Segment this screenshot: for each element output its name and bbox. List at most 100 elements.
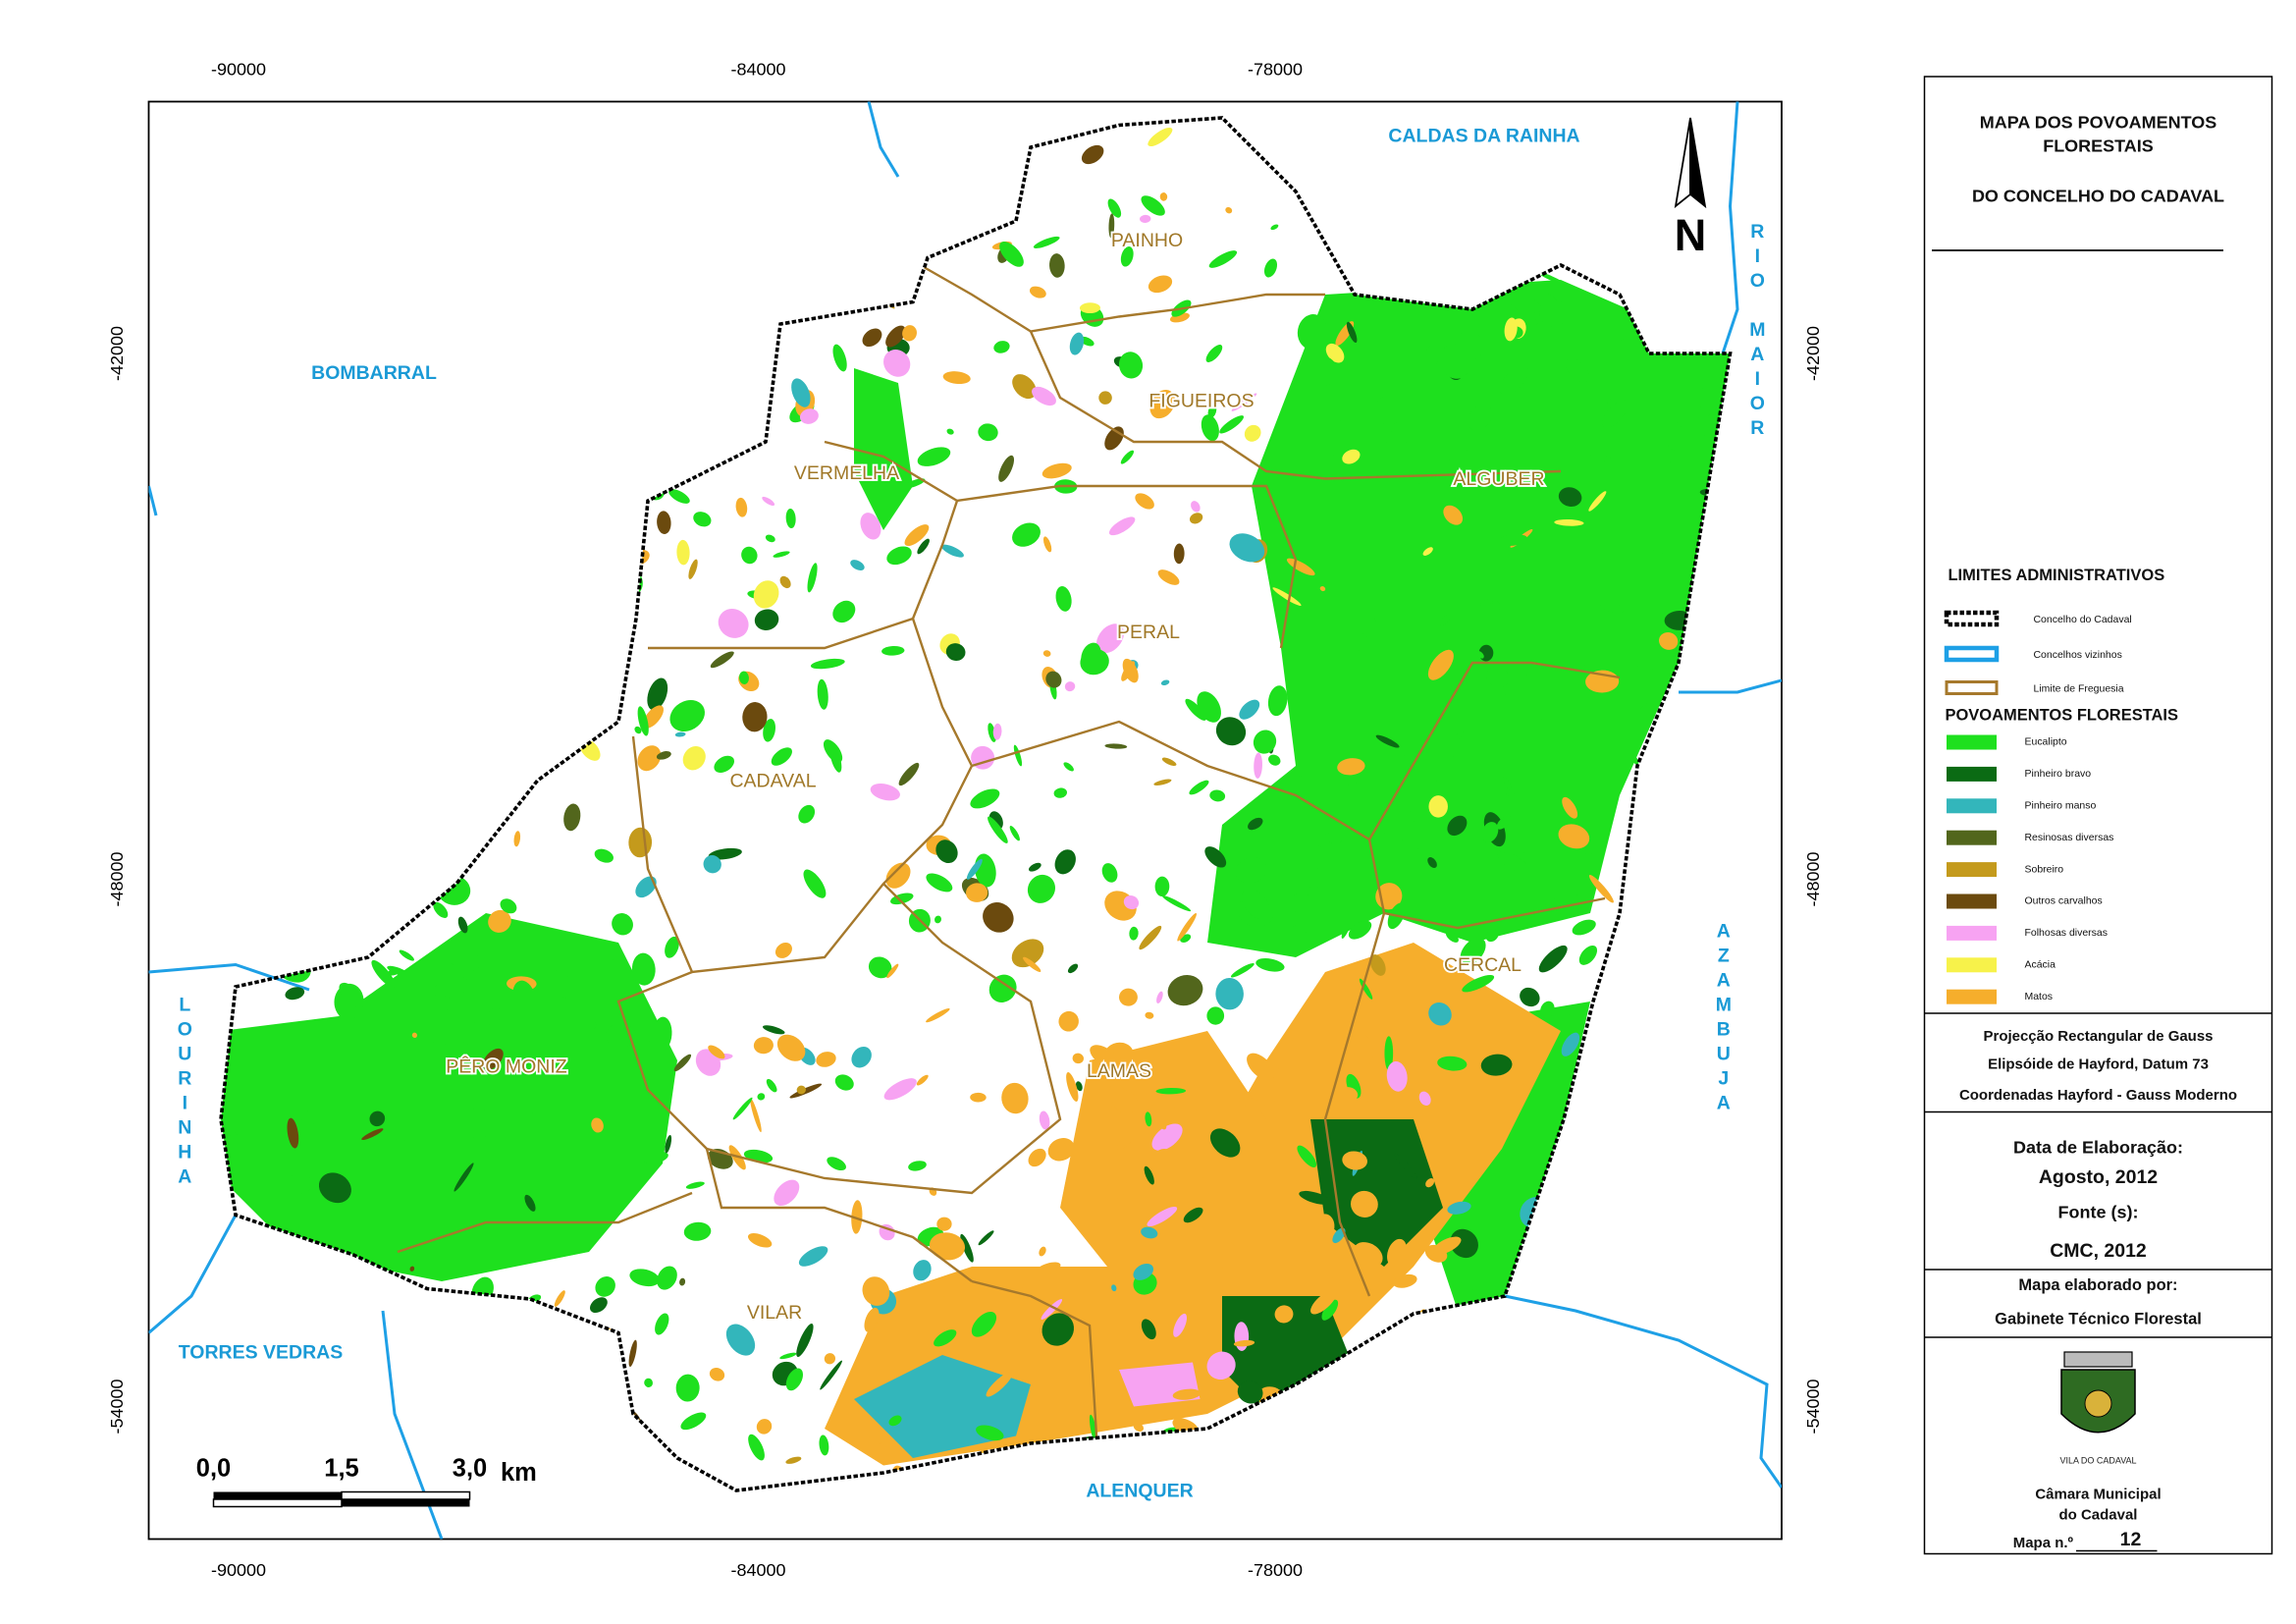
parish-boundary — [919, 263, 1326, 333]
forest-patch — [1248, 817, 1263, 831]
forest-patch — [1447, 1201, 1471, 1215]
forest-patch — [748, 1434, 765, 1461]
forest-patch — [513, 831, 521, 847]
forest-patch — [409, 1266, 415, 1272]
forest-patch — [676, 539, 690, 566]
legend-label: Outros carvalhos — [2024, 896, 2102, 907]
forest-patch — [1013, 744, 1023, 767]
forest-patch — [735, 497, 748, 517]
forest-patch — [753, 1037, 774, 1055]
forest-patch — [741, 546, 758, 565]
forest-patch — [318, 1172, 351, 1204]
forest-patch — [457, 916, 468, 934]
forest-patch — [612, 913, 633, 936]
forest-patch — [1244, 424, 1261, 442]
forest-patch — [1427, 857, 1437, 869]
forest-patch — [750, 1098, 762, 1133]
forest-patch — [1231, 393, 1257, 411]
forest-patch — [637, 706, 649, 736]
y-coordinate-label: -42000 — [107, 326, 127, 381]
forest-patch — [1189, 780, 1209, 795]
forest-patch — [1552, 880, 1579, 903]
forest-patch — [1111, 1284, 1117, 1292]
forest-patch — [898, 762, 920, 786]
forest-patch — [942, 371, 971, 385]
forest-patch — [1353, 1033, 1373, 1067]
forest-patch — [1499, 848, 1526, 856]
forest-patch — [1583, 455, 1605, 477]
parish-label: CADAVAL — [729, 771, 816, 792]
forest-patch — [1394, 1153, 1417, 1179]
forest-patch — [798, 1246, 828, 1267]
parish-boundary — [1367, 839, 1606, 930]
forest-patch — [1588, 875, 1614, 903]
forest-patch — [1145, 1011, 1154, 1019]
forest-patch — [433, 983, 449, 998]
forest-patch — [916, 1074, 929, 1086]
forest-patch — [1425, 1178, 1435, 1188]
forest-patch — [1437, 1056, 1468, 1071]
forest-patch — [1118, 352, 1144, 379]
forest-patch — [1520, 987, 1540, 1007]
forest-patch — [629, 1269, 660, 1287]
forest-patch — [851, 1200, 863, 1234]
forest-patch — [1054, 849, 1076, 875]
forest-patch — [554, 1290, 565, 1307]
forest-patch — [816, 1052, 836, 1067]
map-number-label: Mapa n.º — [2013, 1535, 2074, 1551]
forest-patch — [1229, 533, 1265, 563]
forest-patch — [580, 945, 600, 975]
forest-patch — [669, 700, 706, 731]
forest-patch — [1483, 299, 1518, 315]
forest-patch — [1572, 919, 1596, 936]
forest-patch — [371, 959, 396, 988]
forest-patch — [1033, 236, 1060, 248]
forest-patch — [1176, 1277, 1202, 1297]
forest-patch — [1140, 214, 1151, 223]
forest-patch — [993, 341, 1010, 353]
y-coordinate-label: -48000 — [107, 851, 127, 906]
forest-patch — [1311, 811, 1335, 835]
emblem-charge — [2084, 1389, 2112, 1418]
forest-patch — [999, 242, 1024, 267]
forest-patch — [1009, 825, 1020, 841]
forest-patch — [1032, 386, 1056, 406]
forest-patch — [1129, 926, 1139, 941]
forest-patch — [1049, 253, 1065, 278]
parish-boundary — [705, 1148, 973, 1282]
forest-patch — [881, 646, 905, 656]
forest-patch — [1348, 920, 1372, 940]
info-panel: MAPA DOS POVOAMENTOS FLORESTAIS DO CONCE… — [1923, 76, 2273, 1555]
neighbor-label: AZAMBUJA — [1713, 920, 1735, 1116]
forest-patch — [679, 1277, 686, 1286]
forest-patch — [1628, 751, 1641, 767]
forest-patch — [1147, 1206, 1178, 1227]
org-name: Câmara Municipal — [2035, 1486, 2161, 1502]
forest-patch — [1480, 1054, 1513, 1076]
forest-patch — [1503, 777, 1512, 791]
forest-patch — [762, 1025, 785, 1035]
forest-patch — [851, 1046, 872, 1068]
forest-patch — [1194, 1167, 1228, 1183]
forest-patch — [917, 538, 930, 555]
forest-patch — [714, 755, 735, 773]
forest-patch — [558, 955, 575, 978]
forest-patch — [482, 1048, 504, 1070]
forest-patch — [883, 1078, 917, 1101]
forest-patch — [1267, 685, 1288, 717]
forest-patch — [458, 1021, 483, 1046]
forest-patch — [680, 1412, 707, 1431]
legend-label: Resinosas diversas — [2024, 833, 2113, 843]
forest-patch — [886, 546, 912, 566]
forest-patch — [1189, 513, 1203, 524]
forest-patch — [799, 408, 819, 424]
forest-patch — [1155, 1088, 1187, 1095]
forest-patch — [445, 975, 469, 996]
parish-label: VILAR — [747, 1302, 802, 1324]
forest-patch — [631, 952, 656, 986]
forest-patch — [1108, 516, 1136, 536]
forest-patch — [1450, 1228, 1478, 1259]
forest-patch — [738, 671, 749, 685]
forest-patch — [668, 489, 690, 504]
projection-line: Elipsóide de Hayford, Datum 73 — [1988, 1056, 2209, 1072]
